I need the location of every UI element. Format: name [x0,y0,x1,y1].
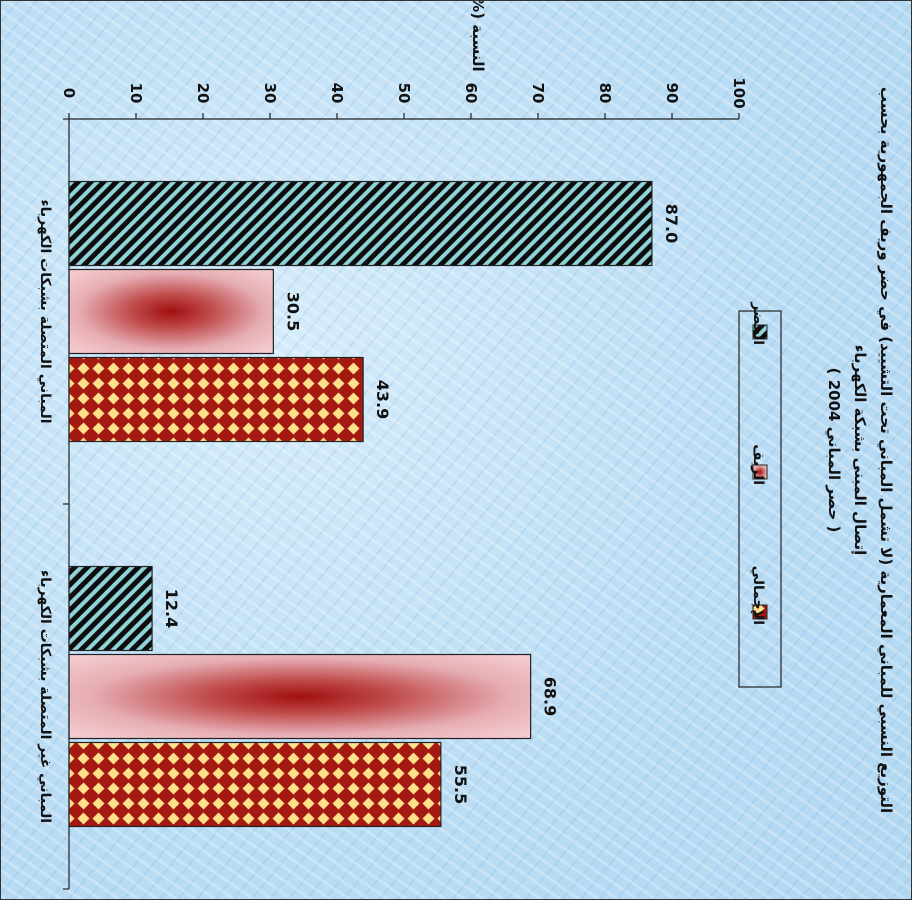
title-line-3: ( حصر المباني 2004 ) [825,368,843,533]
category-label: المباني غير المتصلة بشبكات الكهرباء [37,570,53,823]
bar-value-label: 87.0 [662,204,681,243]
value-tick-label: 0 [60,88,78,98]
category-label: المباني المتصلة بشبكات الكهرباء [37,199,53,423]
value-tick-label: 10 [127,83,145,104]
legend-box [738,310,782,688]
bar [68,653,532,740]
value-tick-label: 20 [194,83,212,104]
legend-label: الريف [750,444,766,485]
value-tick-label: 90 [663,83,681,104]
bar [68,356,364,443]
value-tick-label: 60 [462,83,480,104]
category-axis: المباني المتصلة بشبكات الكهرباء المباني غ… [37,118,70,890]
legend-swatch [752,464,768,480]
value-tick-label: 80 [596,83,614,104]
title-line-2: إتصال المبنى بشبكة الكهرباء [851,345,869,556]
bar [68,268,274,355]
legend-label: الحضر [750,301,766,345]
bar [68,180,653,267]
value-tick-label: 30 [261,83,279,104]
bar-value-label: 55.5 [451,765,470,804]
legend: الحضر الريف الإجمالي [738,301,782,688]
value-tick-label: 70 [529,83,547,104]
legend-label: الإجمالي [750,566,766,625]
bar-value-label: 43.9 [373,380,392,419]
value-tick-label: 40 [328,83,346,104]
legend-swatch [752,604,768,620]
bar [68,741,442,828]
title-line-1: التوزيع النسبي للمباني المعمارية (لا تشم… [877,87,895,813]
bar-value-label: 68.9 [541,677,560,716]
bars: 87.0 30.5 43.9 12.4 68.9 55.5 [68,180,681,828]
bar-value-label: 12.4 [162,589,181,628]
bar [68,565,153,652]
value-axis: 0 10 20 30 40 50 60 70 80 90 100 [60,77,748,120]
value-tick-label: 100 [730,77,748,108]
bar-value-label: 30.5 [283,292,302,331]
chart-title: التوزيع النسبي للمباني المعمارية (لا تشم… [825,87,895,813]
y-axis-label: النسبة (%) [469,1,487,72]
legend-swatch [752,324,768,340]
value-tick-label: 50 [395,83,413,104]
